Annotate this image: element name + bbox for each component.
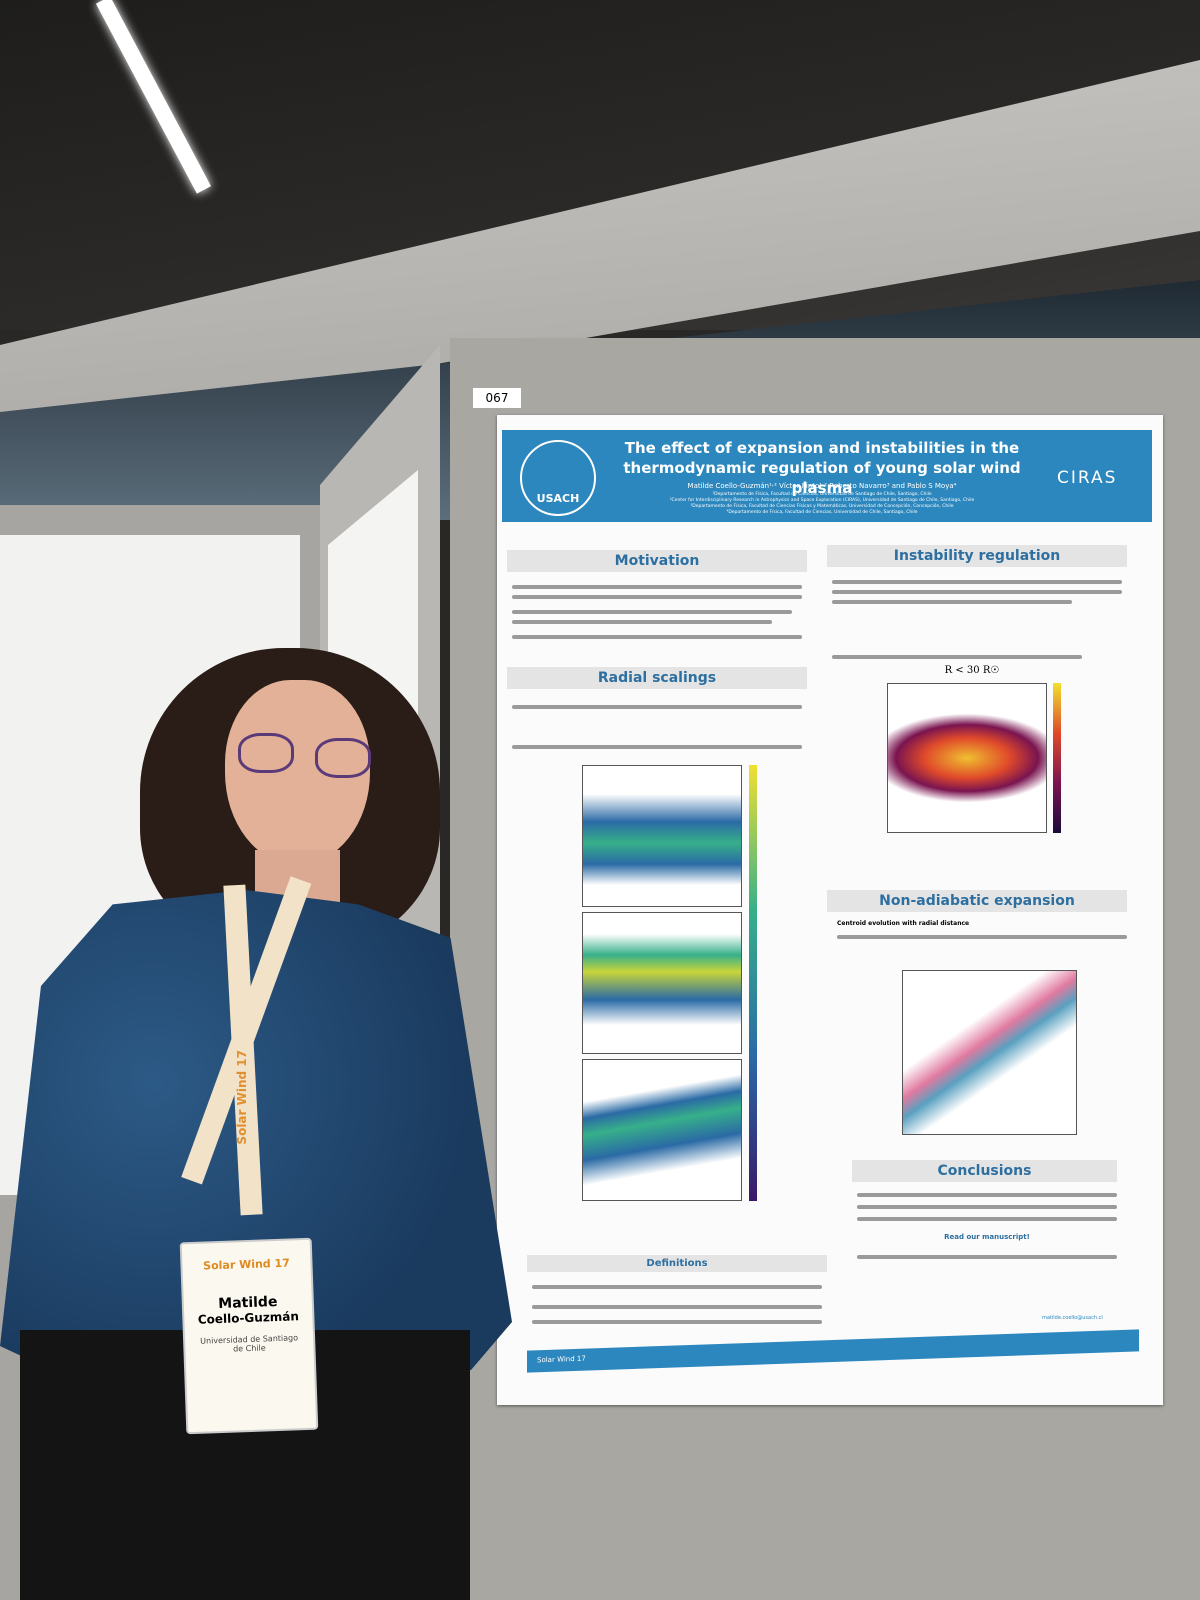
text-line	[512, 610, 792, 614]
affiliation: ²Center for Interdisciplinary Research i…	[669, 498, 975, 503]
title-line: thermodynamic regulation of young solar …	[623, 459, 1021, 497]
face	[225, 680, 370, 865]
section-heading: Motivation	[507, 550, 807, 572]
plot-panel	[902, 970, 1077, 1135]
text-line	[837, 935, 1127, 939]
glasses	[315, 738, 371, 778]
lanyard-text: Solar Wind 17	[235, 1050, 249, 1145]
text-line	[512, 585, 802, 589]
text-line	[857, 1193, 1117, 1197]
plot-panel	[582, 912, 742, 1054]
footer-text: Solar Wind 17	[537, 1354, 586, 1365]
text-line	[532, 1285, 822, 1289]
subheading: Centroid evolution with radial distance	[837, 920, 970, 927]
plot-panel	[887, 683, 1047, 833]
text-line	[832, 580, 1122, 584]
text-line	[857, 1205, 1117, 1209]
section-heading: Instability regulation	[827, 545, 1127, 567]
plot-panel	[582, 765, 742, 907]
glasses	[238, 733, 294, 773]
text-line	[532, 1320, 822, 1324]
text-line	[857, 1255, 1117, 1259]
text-line	[532, 1305, 822, 1309]
badge-name: Coello-Guzmán	[197, 1309, 300, 1327]
section-heading: Conclusions	[852, 1160, 1117, 1182]
affiliation: ³Departamento de Física, Facultad de Cie…	[690, 504, 954, 509]
text-line	[832, 655, 1082, 659]
affiliation: ⁴Departamento de Física, Facultad de Cie…	[726, 510, 918, 515]
affiliations: ¹Departamento de Física, Facultad de Cie…	[602, 492, 1042, 516]
figure-title: R < 30 R☉	[944, 665, 1000, 676]
board-number: 067	[473, 388, 521, 408]
poster-title: The effect of expansion and instabilitie…	[602, 438, 1042, 498]
badge-event: Solar Wind 17	[202, 1256, 291, 1273]
text-line	[512, 745, 802, 749]
text-line	[832, 600, 1072, 604]
section-heading: Radial scalings	[507, 667, 807, 689]
poster-footer: Solar Wind 17	[527, 1329, 1139, 1373]
usach-logo: USACH	[520, 440, 596, 516]
text-line	[832, 590, 1122, 594]
colorbar	[749, 765, 757, 1201]
text-line	[512, 705, 802, 709]
affiliation: ¹Departamento de Física, Facultad de Cie…	[712, 492, 932, 497]
poster: USACH The effect of expansion and instab…	[497, 415, 1163, 1405]
poster-header: USACH The effect of expansion and instab…	[502, 430, 1152, 522]
section-heading: Definitions	[527, 1255, 827, 1272]
colorbar	[1053, 683, 1061, 833]
email: matilde.coello@usach.cl	[1042, 1315, 1103, 1321]
plot-panel	[582, 1059, 742, 1201]
ciras-logo: CIRAS	[1057, 468, 1118, 488]
badge: Solar Wind 17 Matilde Coello-Guzmán Univ…	[179, 1237, 319, 1435]
authors: Matilde Coello-Guzmán¹˒² Víctor Pinto¹˒²…	[687, 482, 957, 490]
text-line	[512, 635, 802, 639]
text-line	[512, 620, 772, 624]
text-line	[512, 595, 802, 599]
title-line: The effect of expansion and instabilitie…	[624, 439, 1020, 457]
text-line	[857, 1217, 1117, 1221]
section-heading: Non-adiabatic expansion	[827, 890, 1127, 912]
manuscript-heading: Read our manuscript!	[944, 1233, 1030, 1241]
badge-affiliation: Universidad de Santiago de Chile	[200, 1333, 299, 1354]
